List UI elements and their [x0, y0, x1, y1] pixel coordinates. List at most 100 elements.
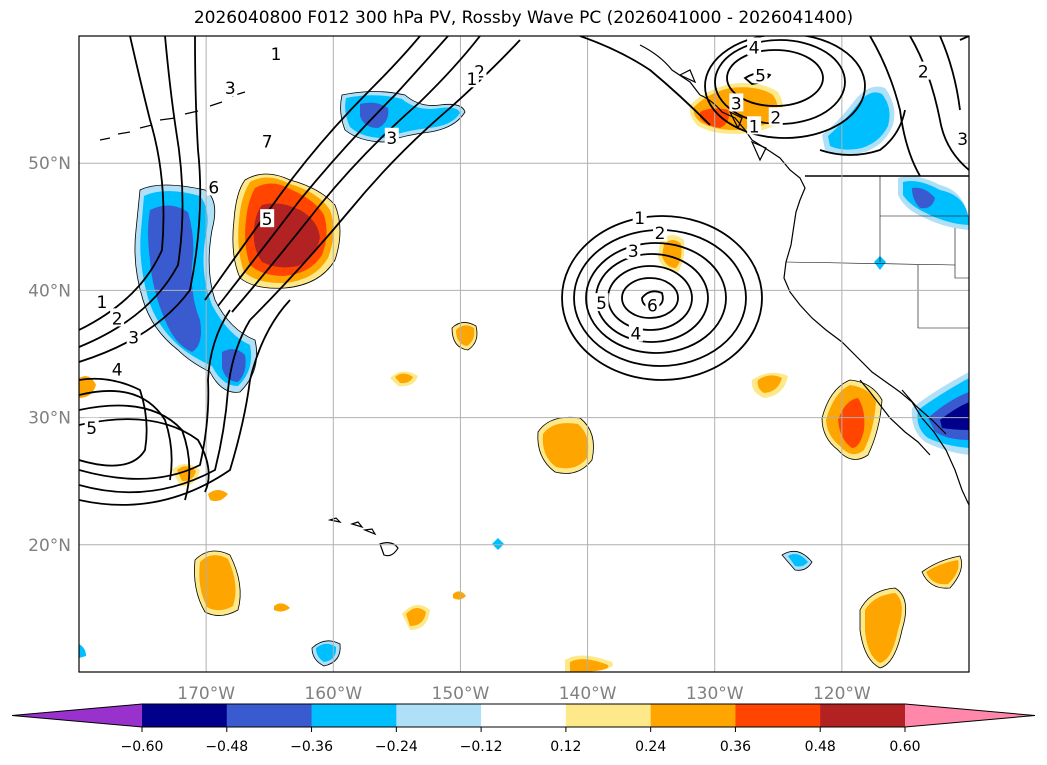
- pos-anomaly-s5-mid: [177, 466, 196, 482]
- lon-label: 160°W: [304, 684, 362, 704]
- contour-label-bg: [653, 223, 668, 242]
- neg-anomaly-west-strong: [148, 205, 201, 352]
- colorbar-tick-label: 0.36: [720, 739, 751, 755]
- contour-label-bg: [628, 323, 643, 342]
- contour-label: 3: [128, 328, 139, 348]
- contour-label: 1: [749, 117, 760, 137]
- contour-label-bg: [126, 327, 141, 346]
- contour-label: 4: [630, 325, 641, 345]
- colorbar-tick-label: −0.48: [205, 739, 248, 755]
- map-title: 2026040800 F012 300 hPa PV, Rossby Wave …: [193, 8, 854, 28]
- colorbar-bin: [565, 704, 652, 727]
- colorbar-tick-label: 0.24: [635, 739, 666, 755]
- pos-anomaly-s9-mid: [406, 607, 426, 626]
- contour-label: 3: [957, 130, 968, 150]
- contour-label-bg: [594, 293, 609, 312]
- pos-anomaly-s8: [274, 603, 290, 612]
- lon-label: 170°W: [177, 684, 235, 704]
- neg-anomaly-mexico-max: [940, 402, 969, 430]
- contour-label: 2: [770, 108, 781, 128]
- contour-label: 2: [474, 63, 485, 83]
- latitude-labels: 50°N 40°N 30°N 20°N: [28, 154, 71, 556]
- contour-label-bg: [94, 291, 109, 310]
- pos-anomaly-s10: [453, 591, 466, 600]
- neg-anomaly-s5: [79, 644, 86, 658]
- pos-anomaly-s4-mid: [757, 375, 782, 393]
- contour-label: 6: [647, 297, 658, 317]
- colorbar-bin: [142, 704, 228, 727]
- contour-label: 3: [225, 79, 236, 99]
- contour-label-bg: [260, 209, 275, 228]
- contour-label-bg: [206, 177, 221, 196]
- neg-anomaly-west-strong-2: [222, 349, 246, 382]
- colorbar-bin: [735, 704, 821, 727]
- contour-label: 1: [466, 70, 477, 90]
- contour-label-bg: [384, 127, 399, 146]
- contour-label: 5: [262, 210, 273, 230]
- contour-label: 4: [112, 360, 123, 380]
- lat-label: 40°N: [28, 281, 71, 301]
- contour-label-bg: [747, 116, 762, 135]
- colorbar-tick-label: −0.24: [375, 739, 418, 755]
- pos-anomaly-center-north-mid: [662, 240, 682, 268]
- lon-label: 150°W: [432, 684, 490, 704]
- contour-label: 5: [596, 294, 607, 314]
- colorbar-bin: [311, 704, 397, 727]
- contour-label-bg: [768, 107, 783, 126]
- lon-label: 120°W: [813, 684, 871, 704]
- contour-label-bg: [269, 43, 284, 62]
- contour-label-bg: [729, 93, 744, 112]
- longitude-labels: 170°W 160°W 150°W 140°W 130°W 120°W: [177, 684, 871, 704]
- contour-label: 1: [96, 293, 107, 313]
- lon-label: 130°W: [686, 684, 744, 704]
- contour-label-bg: [626, 240, 641, 259]
- lat-label: 20°N: [28, 536, 71, 556]
- colorbar-tick-label: 0.12: [550, 739, 581, 755]
- contour-label: 2: [112, 309, 123, 329]
- contour-label-bg: [632, 207, 647, 226]
- contour-label-bg: [753, 65, 768, 84]
- colorbar: −0.60 −0.48 −0.36 −0.24 −0.12 0.12 0.24 0.36 0.4…: [11, 703, 1036, 755]
- contour-label-bg: [464, 69, 479, 88]
- contour-label: 3: [386, 129, 397, 149]
- contour-label: 3: [628, 242, 639, 262]
- neg-anomaly-s2-mid: [788, 554, 808, 567]
- pos-anomaly-s3-mid: [542, 423, 589, 469]
- contour-label-bg: [110, 359, 125, 378]
- neg-anomaly-s1-mid: [316, 643, 337, 662]
- pos-anomaly-s2-mid: [395, 373, 413, 384]
- colorbar-bin: [820, 704, 906, 727]
- contour-label-bg: [260, 131, 275, 150]
- colorbar-bin: [396, 704, 482, 727]
- colorbar-tick-label: −0.12: [460, 739, 503, 755]
- map-frame: [78, 35, 970, 673]
- pos-anomaly-s6: [208, 490, 228, 502]
- colorbar-bin: [226, 704, 313, 727]
- graticule: [79, 36, 969, 672]
- contour-label-bg: [747, 37, 762, 56]
- contour-label: 5: [86, 419, 97, 439]
- lat-label: 50°N: [28, 154, 71, 174]
- colorbar-tick-label: 0.48: [805, 739, 836, 755]
- neg-anomaly-east-strong: [912, 187, 935, 209]
- neg-anomaly-canada-mid: [828, 92, 890, 150]
- colorbar-extend-low: [12, 704, 142, 727]
- colorbar-extend-high: [905, 704, 1035, 727]
- colorbar-tick-label: −0.60: [121, 739, 164, 755]
- contour-label: 3: [731, 94, 742, 114]
- contour-label: 2: [918, 63, 929, 83]
- contour-label-bg: [223, 78, 238, 97]
- pos-anomaly-s12-mid: [865, 593, 902, 663]
- colorbar-tick-label: 0.60: [889, 739, 920, 755]
- contour-label: 4: [749, 38, 760, 58]
- contour-label: 1: [634, 209, 645, 229]
- state-borders: [785, 176, 969, 329]
- contour-label: 1: [271, 45, 282, 65]
- neg-anomaly-s3: [492, 538, 504, 550]
- contour-label: 6: [208, 178, 219, 198]
- pos-anomaly-s11-mid: [570, 659, 609, 672]
- contour-label-bg: [84, 417, 99, 436]
